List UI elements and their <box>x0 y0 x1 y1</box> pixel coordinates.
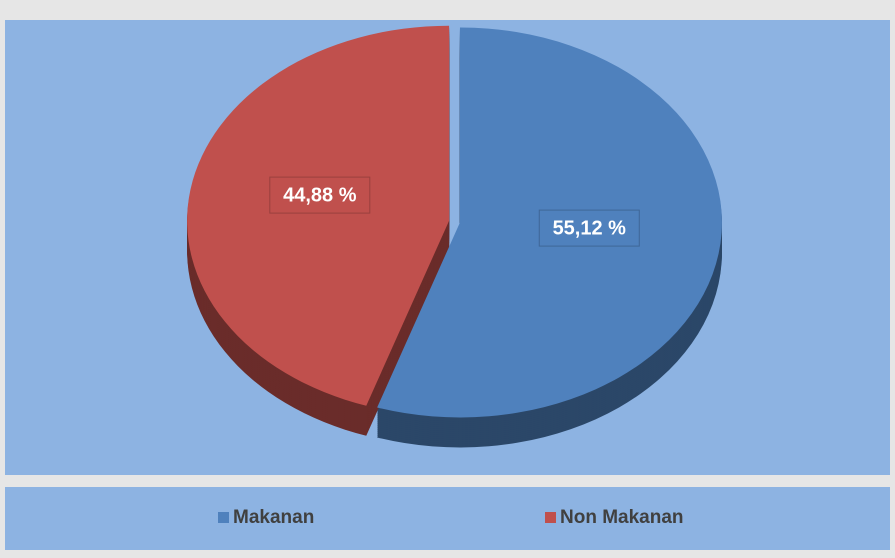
data-label: 55,12 % <box>553 217 627 239</box>
data-label-box <box>538 209 640 247</box>
legend-area <box>5 487 890 550</box>
legend-label: Makanan <box>233 507 314 528</box>
legend-label: Non Makanan <box>560 507 684 528</box>
data-label: 44,88 % <box>283 184 357 206</box>
data-label-box <box>269 176 371 214</box>
pie-slice <box>187 25 450 406</box>
legend-swatch <box>545 512 556 523</box>
legend-swatch <box>218 512 229 523</box>
